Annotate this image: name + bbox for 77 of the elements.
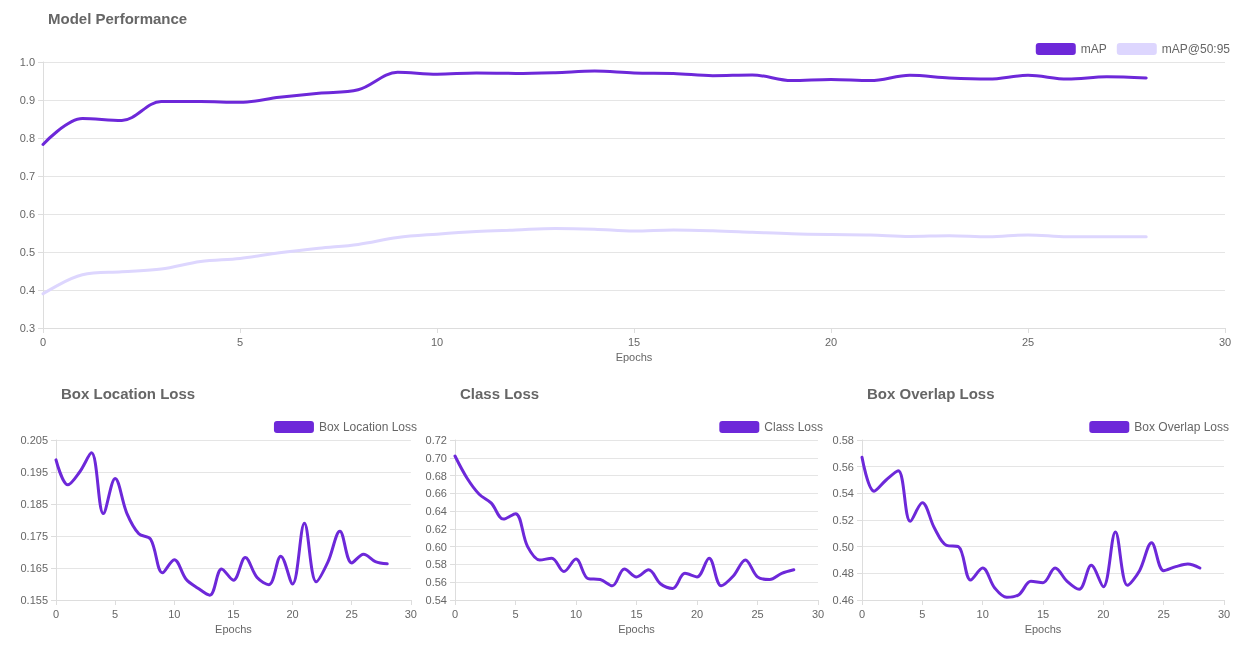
- x-tick-label: 25: [345, 607, 358, 620]
- x-tick-label: 10: [976, 607, 989, 620]
- y-tick-label: 0.50: [832, 540, 854, 553]
- line-series: [41, 226, 1148, 296]
- line-series: [453, 454, 796, 590]
- chart-title: Model Performance: [48, 10, 188, 27]
- y-tick-label: 0.5: [19, 246, 35, 258]
- y-tick-label: 0.54: [425, 594, 447, 606]
- x-tick-label: 15: [627, 335, 641, 348]
- y-tick-label: 0.64: [425, 505, 447, 518]
- y-tick-label: 0.195: [20, 466, 48, 478]
- y-tick-label: 0.58: [832, 434, 854, 446]
- x-tick-label: 5: [919, 607, 926, 620]
- x-tick-label: 0: [451, 607, 459, 620]
- x-tick-label: 25: [751, 607, 764, 620]
- legend-label: Class Loss: [764, 420, 823, 434]
- x-tick-label: 0: [52, 607, 60, 620]
- y-tick-label: 0.155: [20, 594, 48, 606]
- x-tick-label: 25: [1021, 335, 1035, 348]
- line-series: [860, 455, 1202, 599]
- y-tick-label: 0.4: [19, 284, 35, 296]
- chart-title: Box Overlap Loss: [867, 385, 995, 402]
- x-tick-label: 0: [858, 607, 866, 620]
- y-tick-label: 0.9: [19, 94, 35, 106]
- line-series: [54, 451, 389, 597]
- x-axis-title: Epochs: [615, 351, 653, 364]
- y-tick-label: 0.52: [832, 514, 854, 526]
- y-tick-label: 0.175: [20, 530, 48, 542]
- x-tick-label: 10: [569, 607, 583, 620]
- x-tick-label: 20: [690, 607, 704, 620]
- y-tick-label: 0.56: [425, 576, 447, 589]
- x-tick-label: 5: [112, 607, 119, 620]
- y-tick-label: 1.0: [19, 56, 35, 68]
- y-tick-label: 0.185: [20, 498, 48, 510]
- x-tick-label: 30: [811, 607, 825, 620]
- x-tick-label: 30: [1218, 335, 1232, 348]
- y-tick-label: 0.48: [832, 567, 854, 580]
- x-axis-title: Epochs: [618, 623, 656, 636]
- x-tick-label: 30: [404, 607, 418, 620]
- y-tick-label: 0.62: [425, 522, 447, 535]
- y-tick-label: 0.205: [20, 434, 48, 446]
- x-tick-label: 0: [39, 335, 47, 348]
- chart-title: Class Loss: [460, 385, 540, 402]
- y-tick-label: 0.66: [425, 487, 447, 500]
- x-tick-label: 15: [227, 607, 240, 620]
- x-tick-label: 20: [286, 607, 299, 620]
- line-series: [41, 69, 1148, 146]
- x-tick-label: 10: [168, 607, 181, 620]
- y-tick-label: 0.46: [832, 594, 854, 606]
- x-tick-label: 20: [1097, 607, 1110, 620]
- y-tick-label: 0.7: [19, 170, 35, 182]
- y-tick-label: 0.58: [425, 558, 447, 571]
- x-tick-label: 25: [1157, 607, 1170, 620]
- legend-label: Box Overlap Loss: [1134, 420, 1230, 434]
- y-tick-label: 0.68: [425, 469, 447, 482]
- y-tick-label: 0.165: [20, 562, 48, 574]
- y-tick-label: 0.72: [425, 434, 447, 446]
- x-tick-label: 30: [1217, 607, 1231, 620]
- y-tick-label: 0.3: [19, 322, 35, 334]
- x-axis-title: Epochs: [1024, 623, 1062, 636]
- legend-label: mAP: [1080, 42, 1107, 56]
- y-tick-label: 0.54: [832, 487, 854, 500]
- x-tick-label: 15: [630, 607, 643, 620]
- y-tick-label: 0.60: [425, 540, 447, 553]
- x-tick-label: 20: [824, 335, 838, 348]
- legend-label: mAP@50:95: [1161, 42, 1231, 56]
- x-tick-label: 5: [512, 607, 519, 620]
- chart-title: Box Location Loss: [61, 385, 196, 402]
- y-tick-label: 0.6: [19, 208, 35, 220]
- y-tick-label: 0.70: [425, 451, 447, 464]
- x-tick-label: 15: [1036, 607, 1050, 620]
- x-tick-label: 5: [236, 335, 244, 348]
- x-axis-title: Epochs: [215, 623, 253, 636]
- y-tick-label: 0.8: [19, 132, 35, 144]
- x-tick-label: 10: [430, 335, 444, 348]
- legend-label: Box Location Loss: [318, 420, 417, 434]
- y-tick-label: 0.56: [832, 460, 854, 473]
